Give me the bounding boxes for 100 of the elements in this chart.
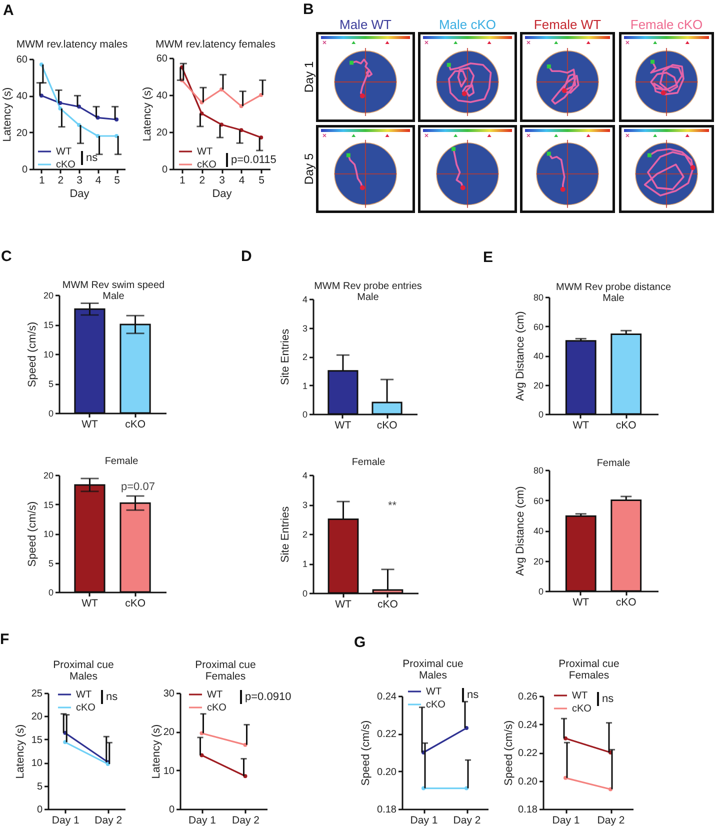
x-tick-label: cKO xyxy=(616,420,636,432)
y-tick-label: 5 xyxy=(36,781,43,792)
y-tick-label: 10 xyxy=(43,350,54,360)
y-tick-label: 60 xyxy=(533,496,544,506)
text: D xyxy=(241,248,252,265)
point xyxy=(58,106,62,110)
y-tick-label: 2 xyxy=(302,530,308,540)
chart-subtitle: Male xyxy=(102,291,125,302)
y-tick-label: 4 xyxy=(302,294,308,304)
y-tick-label: 0 xyxy=(22,164,28,176)
legend-label: cKO xyxy=(207,702,227,714)
legend-label: cKO xyxy=(572,704,592,714)
x-tick-label: WT xyxy=(572,420,590,432)
y-tick-label: 0 xyxy=(538,410,544,420)
y-tick-label: 0 xyxy=(48,588,54,598)
y-tick-label: 0 xyxy=(162,164,168,176)
x-tick-label: WT xyxy=(334,420,352,432)
y-tick-label: 15 xyxy=(31,734,43,746)
y-axis-title: Speed (cm/s) xyxy=(26,501,38,567)
y-tick-label: 1 xyxy=(302,380,308,391)
legend-label: cKO xyxy=(197,160,217,170)
x-tick-label: Day 1 xyxy=(52,814,80,826)
y-tick-label: 0.24 xyxy=(518,720,538,731)
chart-title: MWM rev.latency males xyxy=(16,38,128,50)
text: F xyxy=(0,631,10,648)
y-axis-title: Speed (cm/s) xyxy=(503,720,516,786)
annotation: p=0.0115 xyxy=(231,154,276,166)
x-tick-label: 3 xyxy=(219,174,226,186)
annotation: ns xyxy=(86,152,98,164)
x-tick-label: Day 1 xyxy=(552,814,580,826)
chart-subtitle: Male xyxy=(602,293,625,304)
chart-title: MWM Rev probe entries xyxy=(314,281,422,292)
point xyxy=(464,786,468,790)
y-tick-label: 3 xyxy=(302,500,308,510)
y-tick-label: 10 xyxy=(163,766,175,777)
point xyxy=(422,786,426,790)
x-tick-label: 4 xyxy=(238,174,245,186)
y-tick-label: 80 xyxy=(533,292,544,302)
x-axis-title: Day xyxy=(212,188,232,200)
x-tick-label: 1 xyxy=(179,174,186,186)
x-tick-label: cKO xyxy=(378,598,398,610)
y-tick-label: 60 xyxy=(533,322,544,332)
y-tick-label: 0 xyxy=(168,804,175,816)
y-axis-title: Latency (s) xyxy=(14,724,26,779)
chart-title: Proximal cue xyxy=(195,659,256,671)
legend-label: WT xyxy=(426,686,442,698)
point xyxy=(220,87,224,92)
x-tick-label: Day 2 xyxy=(232,814,260,826)
y-tick-label: 60 xyxy=(16,54,28,66)
y-tick-label: 3 xyxy=(302,323,308,334)
legend-label: cKO xyxy=(76,702,96,714)
point xyxy=(608,787,612,792)
y-axis-title: Latency (s) xyxy=(141,86,154,142)
legend-label: cKO xyxy=(426,700,446,710)
y-tick-label: 0.20 xyxy=(377,766,397,778)
y-axis-title: Latency (s) xyxy=(1,87,14,142)
x-tick-label: WT xyxy=(572,596,590,608)
chart-title: Proximal cue xyxy=(53,659,114,671)
y-tick-label: 20 xyxy=(156,128,168,138)
y-tick-label: 0.22 xyxy=(377,729,397,740)
text: G xyxy=(354,634,366,651)
annotation: p=0.07 xyxy=(121,481,155,494)
text: A xyxy=(3,2,14,19)
y-tick-label: 30 xyxy=(163,688,175,700)
x-tick-label: 5 xyxy=(258,174,265,186)
y-tick-label: 20 xyxy=(31,712,43,723)
chart-subtitle: Females xyxy=(568,670,610,682)
text: C xyxy=(1,248,12,265)
y-tick-label: 0 xyxy=(538,586,544,596)
legend-label: WT xyxy=(76,690,92,700)
y-tick-label: 40 xyxy=(533,526,544,536)
y-axis-title: Speed (cm/s) xyxy=(360,720,372,786)
y-tick-label: 20 xyxy=(533,380,544,390)
y-tick-label: 4 xyxy=(302,470,308,480)
chart-title: MWM Rev probe distance xyxy=(556,282,672,293)
legend-label: WT xyxy=(197,146,213,158)
y-tick-label: 0.18 xyxy=(518,804,538,816)
x-tick-label: cKO xyxy=(616,596,636,608)
x-tick-label: 2 xyxy=(58,174,64,186)
text: E xyxy=(483,249,494,266)
y-tick-label: 80 xyxy=(533,466,544,476)
chart-title: Proximal cue xyxy=(402,658,464,670)
annotation: ** xyxy=(388,500,397,513)
legend-label: WT xyxy=(56,146,72,158)
x-tick-label: Day 2 xyxy=(597,814,625,826)
y-axis-title: Speed (cm/s) xyxy=(26,322,38,388)
y-tick-label: 60 xyxy=(156,54,168,64)
y-tick-label: 15 xyxy=(43,500,54,510)
x-tick-label: 3 xyxy=(76,174,83,186)
category-label: Female WT xyxy=(532,17,602,32)
annotation: ns xyxy=(602,692,614,706)
x-tick-label: Day 2 xyxy=(94,814,122,826)
category-label: Day 5 xyxy=(302,153,316,185)
x-tick-label: Day 2 xyxy=(453,814,481,826)
x-axis-title: Day xyxy=(70,188,90,200)
y-tick-label: 1 xyxy=(302,559,308,569)
y-tick-label: 25 xyxy=(31,688,43,700)
chart-title: MWM rev.latency females xyxy=(156,38,276,50)
chart-title: Female xyxy=(352,457,386,468)
y-tick-label: 0.18 xyxy=(377,804,397,816)
